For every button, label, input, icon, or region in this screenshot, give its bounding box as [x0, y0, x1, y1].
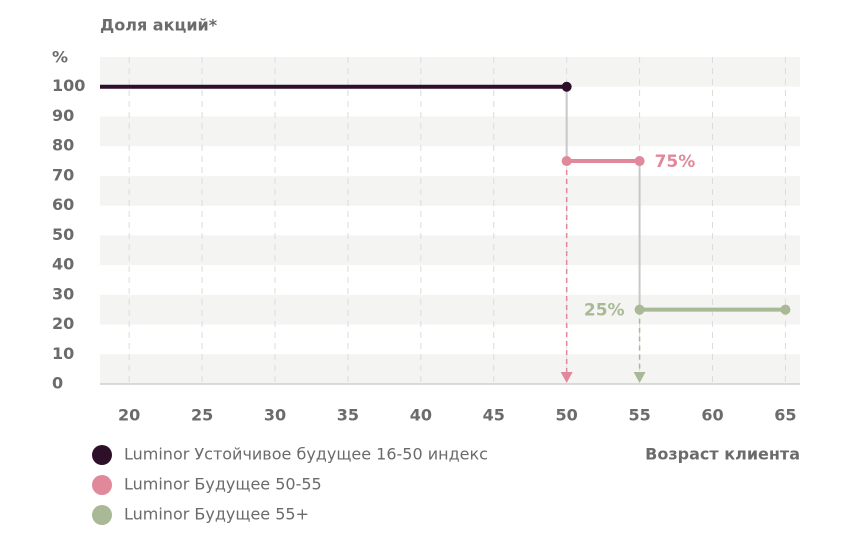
- point: [634, 156, 645, 167]
- y-tick-label: 10: [52, 344, 74, 363]
- arrow-head: [560, 372, 573, 383]
- chart-title: Доля акций*: [100, 16, 218, 35]
- x-tick-label: 65: [774, 406, 796, 425]
- legend-label: Luminor Устойчивое будущее 16-50 индекс: [124, 445, 488, 464]
- grid-band: [100, 235, 800, 266]
- x-tick-label: 60: [701, 406, 723, 425]
- arrow-head: [633, 372, 646, 383]
- legend-swatch: [92, 505, 112, 525]
- x-tick-label: 20: [118, 406, 140, 425]
- legend-swatch: [92, 475, 112, 495]
- y-tick-label: 20: [52, 314, 74, 333]
- x-tick-label: 55: [628, 406, 650, 425]
- y-tick-label: 40: [52, 255, 74, 274]
- y-tick-label: 70: [52, 165, 74, 184]
- point: [780, 304, 791, 315]
- point: [561, 156, 572, 167]
- legend-label: Luminor Будущее 50-55: [124, 475, 322, 494]
- y-tick-label: 50: [52, 225, 74, 244]
- grid-band: [100, 116, 800, 147]
- y-tick-label: 30: [52, 284, 74, 303]
- y-tick-label: 0: [52, 374, 63, 393]
- data-label: 75%: [655, 152, 696, 172]
- y-tick-label: 100: [52, 76, 85, 95]
- x-tick-label: 40: [410, 406, 432, 425]
- x-tick-label: 35: [337, 406, 359, 425]
- x-axis-label: Возраст клиента: [645, 445, 800, 464]
- x-tick-label: 25: [191, 406, 213, 425]
- point: [634, 304, 645, 315]
- legend-label: Luminor Будущее 55+: [124, 505, 309, 524]
- grid-band: [100, 354, 800, 384]
- grid-band: [100, 57, 800, 87]
- data-label: 25%: [584, 301, 625, 321]
- y-tick-label: 60: [52, 195, 74, 214]
- x-tick-label: 30: [264, 406, 286, 425]
- grid-band: [100, 175, 800, 206]
- point: [561, 81, 572, 92]
- y-tick-label: 80: [52, 136, 74, 155]
- legend-swatch: [92, 445, 112, 465]
- x-tick-label: 45: [483, 406, 505, 425]
- y-tick-label: 90: [52, 106, 74, 125]
- x-tick-label: 50: [556, 406, 578, 425]
- y-axis-label: %: [52, 48, 68, 67]
